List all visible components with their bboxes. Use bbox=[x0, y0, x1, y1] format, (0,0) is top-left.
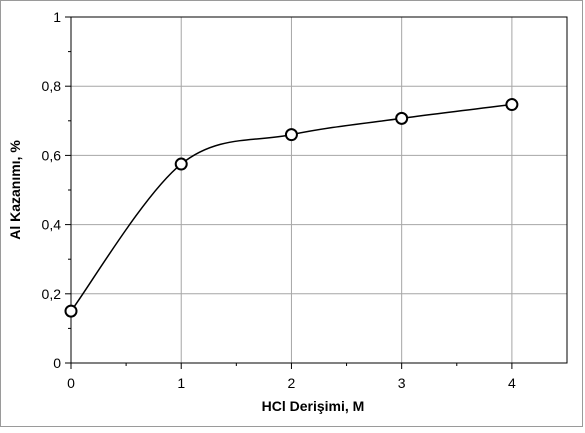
y-tick-label: 0 bbox=[53, 355, 61, 371]
grid-lines bbox=[71, 17, 567, 363]
tick-labels: 0 0,2 0,4 0,6 0,8 1 0 1 2 3 4 bbox=[42, 9, 516, 391]
y-tick-label: 0,6 bbox=[42, 147, 62, 163]
x-tick-label: 0 bbox=[67, 375, 75, 391]
plot-area-frame bbox=[70, 16, 568, 364]
y-tick-label: 0,4 bbox=[42, 217, 62, 233]
x-tick-label: 4 bbox=[508, 375, 516, 391]
x-axis-title: HCl Derişimi, M bbox=[262, 398, 365, 414]
data-point-marker bbox=[284, 128, 298, 142]
y-axis-title: Al Kazanımı, % bbox=[7, 140, 23, 240]
y-tick-label: 0,2 bbox=[42, 286, 62, 302]
x-tick-label: 1 bbox=[177, 375, 185, 391]
series-line bbox=[70, 103, 512, 312]
x-tick-label: 3 bbox=[398, 375, 406, 391]
y-tick-label: 0,8 bbox=[42, 78, 62, 94]
data-point-marker bbox=[395, 111, 409, 125]
axis-ticks bbox=[65, 16, 513, 369]
data-point-marker bbox=[64, 304, 78, 318]
x-tick-label: 2 bbox=[288, 375, 296, 391]
data-series bbox=[64, 98, 519, 318]
data-point-marker bbox=[505, 98, 519, 112]
data-point-marker bbox=[174, 157, 188, 171]
y-tick-label: 1 bbox=[53, 9, 61, 25]
